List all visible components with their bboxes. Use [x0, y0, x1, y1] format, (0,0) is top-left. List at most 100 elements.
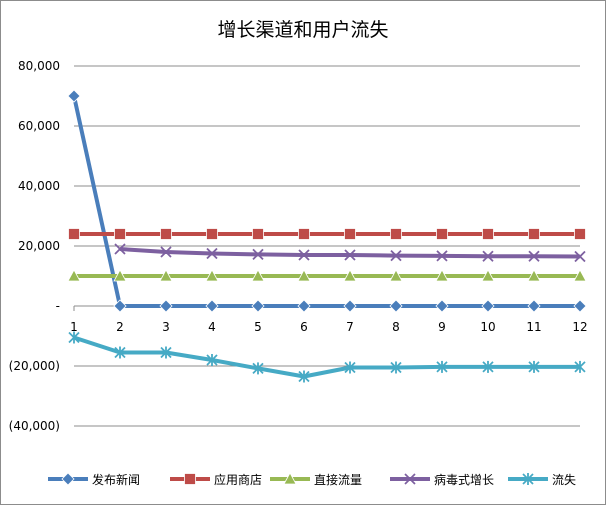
series-3-point-4	[252, 248, 264, 261]
y-tick-label-0: 80,000	[18, 59, 60, 73]
series-4-point-7	[390, 361, 402, 374]
series-2-point-2	[159, 269, 173, 282]
series-line-0	[72, 95, 580, 308]
series-1-point-0	[68, 228, 80, 240]
x-tick-label-2: 3	[162, 320, 170, 334]
legend-item-4: 流失	[508, 472, 576, 487]
series-3-point-3	[206, 247, 218, 260]
series-3-point-10	[528, 250, 540, 262]
series-2-point-5	[297, 269, 311, 282]
series-0-point-4	[251, 299, 265, 313]
series-4-point-4	[252, 362, 264, 375]
series-layer	[67, 89, 587, 383]
series-1-point-10	[528, 228, 540, 240]
series-4-point-6	[344, 361, 356, 374]
series-4-point-1	[114, 346, 126, 359]
series-1-point-11	[574, 228, 586, 240]
series-0	[67, 89, 587, 313]
legend-label-4: 流失	[552, 472, 576, 487]
series-1-point-5	[298, 228, 310, 240]
chart-title: 增长渠道和用户流失	[217, 19, 388, 41]
series-3-point-6	[344, 249, 356, 261]
series-0-point-8	[435, 299, 449, 313]
series-1-point-8	[436, 228, 448, 240]
legend-label-2: 直接流量	[314, 472, 362, 487]
series-3-point-1	[114, 243, 126, 255]
series-3-point-8	[436, 250, 448, 262]
y-tick-label-3: 20,000	[18, 239, 60, 253]
x-tick-label-3: 4	[208, 320, 216, 334]
series-2-point-7	[389, 269, 403, 282]
series-0-point-10	[527, 299, 541, 313]
y-tick-label-1: 60,000	[18, 119, 60, 133]
series-3-point-7	[390, 249, 402, 262]
series-2-point-0	[67, 269, 81, 282]
series-1-point-4	[252, 228, 264, 240]
series-3-point-11	[574, 250, 586, 263]
x-tick-label-11: 12	[572, 320, 587, 334]
series-0-point-6	[343, 299, 357, 313]
series-4-point-0	[68, 331, 80, 344]
series-0-point-5	[297, 299, 311, 313]
x-tick-label-6: 7	[346, 320, 354, 334]
y-tick-label-5: (20,000)	[9, 359, 60, 373]
series-0-point-3	[205, 299, 219, 313]
series-4-point-11	[574, 360, 586, 373]
x-tick-label-8: 9	[438, 320, 446, 334]
legend-item-1: 应用商店	[170, 472, 262, 487]
series-4-point-9	[482, 360, 494, 373]
series-0-point-0	[67, 89, 81, 103]
y-tick-label-2: 40,000	[18, 179, 60, 193]
y-tick-label-4: -	[56, 299, 60, 313]
legend-swatch-marker-1	[184, 473, 196, 485]
series-0-point-1	[113, 299, 127, 313]
series-4	[68, 331, 586, 383]
legend-swatch-marker-0	[61, 472, 75, 486]
x-tick-label-9: 10	[480, 320, 495, 334]
series-3-point-2	[160, 246, 172, 258]
series-2-point-8	[435, 269, 449, 282]
legend: 发布新闻 应用商店 直接流量 病毒式增长 流失	[48, 472, 576, 487]
legend-label-0: 发布新闻	[92, 472, 140, 487]
legend-item-2: 直接流量	[270, 472, 362, 487]
x-tick-label-4: 5	[254, 320, 262, 334]
series-1-point-6	[344, 228, 356, 240]
series-2-point-6	[343, 269, 357, 282]
series-2-point-9	[481, 269, 495, 282]
legend-label-3: 病毒式增长	[434, 472, 494, 487]
series-line-4	[73, 335, 580, 379]
series-0-point-11	[573, 299, 587, 313]
series-4-point-2	[160, 346, 172, 359]
legend-swatch-marker-4	[522, 473, 534, 485]
series-3-point-5	[298, 249, 310, 261]
x-tick-label-10: 11	[526, 320, 541, 334]
series-1-point-2	[160, 228, 172, 240]
series-4-point-8	[436, 360, 448, 373]
series-0-point-7	[389, 299, 403, 313]
series-2	[67, 269, 587, 282]
series-2-point-10	[527, 269, 541, 282]
series-1-point-9	[482, 228, 494, 240]
legend-item-0: 发布新闻	[48, 472, 140, 487]
series-3	[114, 243, 586, 263]
series-1-point-3	[206, 228, 218, 240]
x-tick-label-5: 6	[300, 320, 308, 334]
series-2-point-11	[573, 269, 587, 282]
x-tick-label-7: 8	[392, 320, 400, 334]
series-4-point-5	[298, 370, 310, 383]
series-4-point-10	[528, 360, 540, 373]
series-2-point-1	[113, 269, 127, 282]
series-3-point-9	[482, 250, 494, 262]
series-1	[68, 228, 586, 240]
legend-swatch-marker-3	[404, 473, 416, 485]
series-4-point-3	[206, 354, 218, 366]
series-2-point-3	[205, 269, 219, 282]
series-0-point-9	[481, 299, 495, 313]
x-tick-label-0: 1	[70, 320, 78, 334]
x-tick-label-1: 2	[116, 320, 124, 334]
series-1-point-7	[390, 228, 402, 240]
series-0-point-2	[159, 299, 173, 313]
legend-label-1: 应用商店	[214, 472, 262, 487]
